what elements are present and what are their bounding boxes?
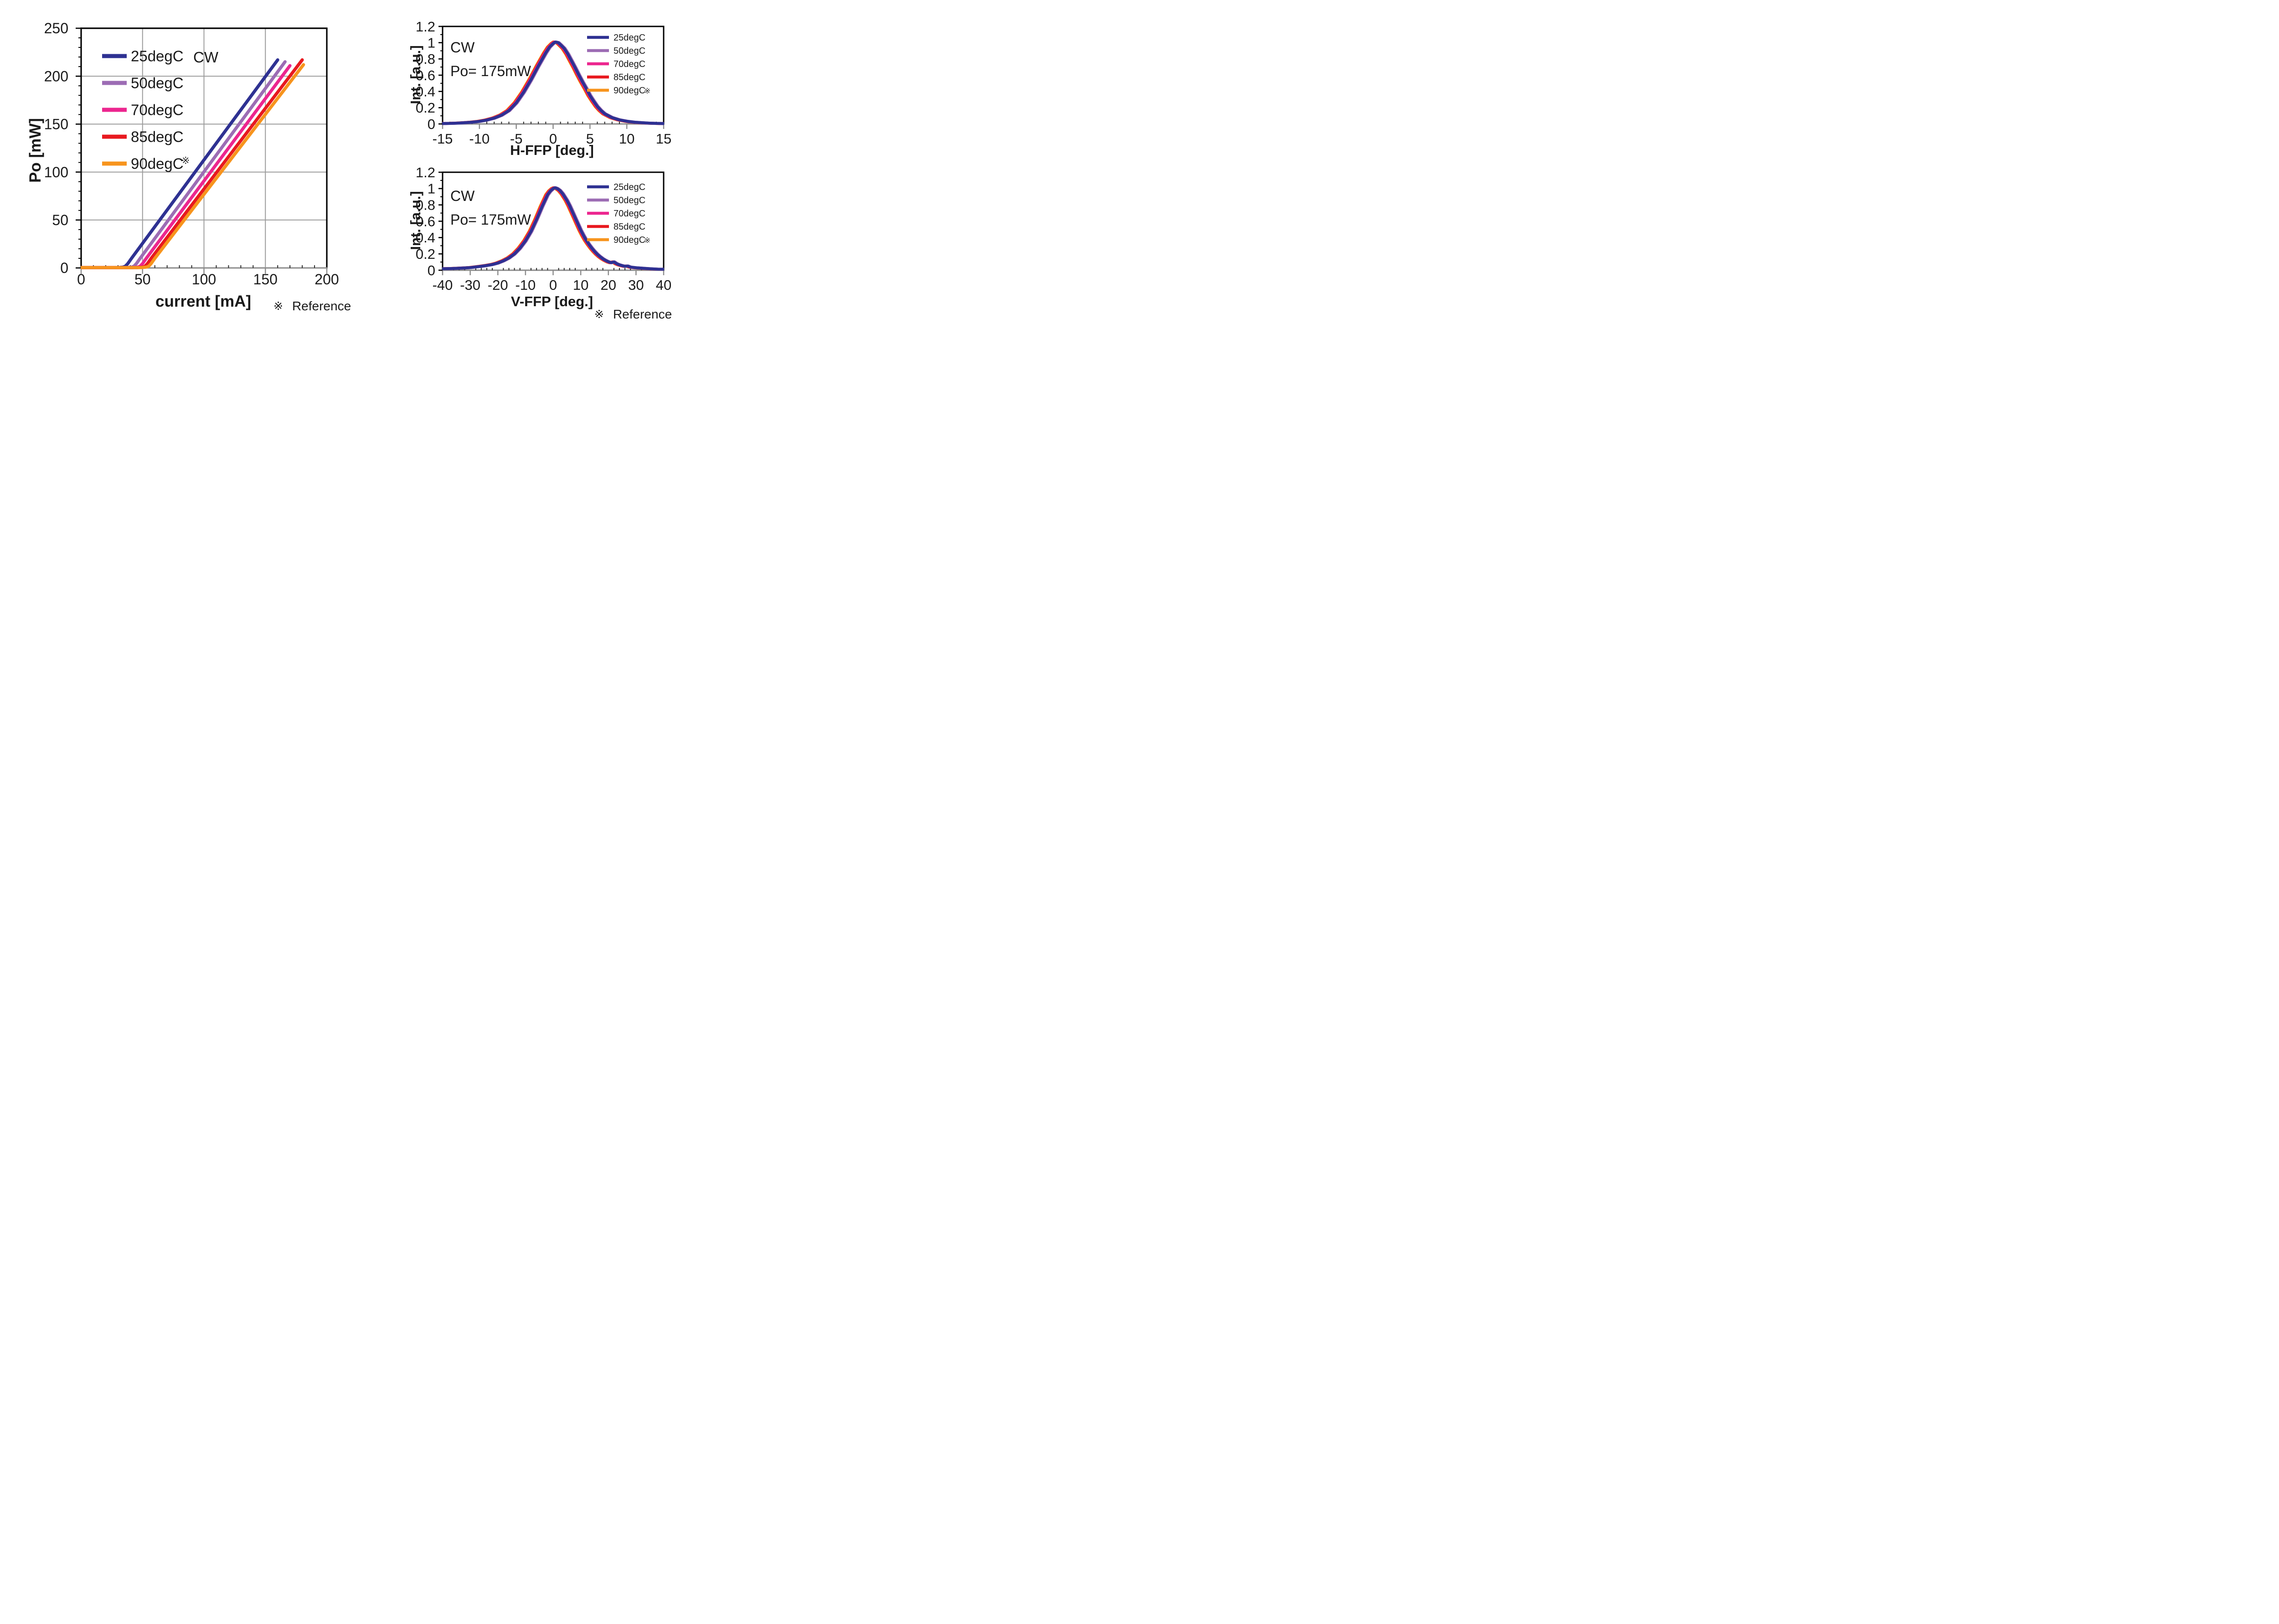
x-tick-label: 50 xyxy=(134,271,151,288)
legend-label-90degC: 90degC xyxy=(614,86,645,96)
hffp-po-annotation: Po= 175mW xyxy=(450,63,531,79)
legend-label-50degC: 50degC xyxy=(614,195,645,206)
li-series-50degC xyxy=(81,60,287,269)
legend-label-70degC: 70degC xyxy=(131,102,184,118)
hffp-series-70degC xyxy=(442,40,664,125)
x-tick-label: -10 xyxy=(515,277,536,293)
x-tick-label: -15 xyxy=(433,131,453,147)
x-tick-label: 200 xyxy=(315,271,339,288)
li-series-group xyxy=(81,58,305,269)
legend-label-50degC: 50degC xyxy=(614,46,645,56)
x-tick-label: 10 xyxy=(573,277,588,293)
legend-label-25degC: 25degC xyxy=(614,182,645,192)
footnote-left-text: Reference xyxy=(292,299,351,313)
legend-label-85degC: 85degC xyxy=(131,128,184,145)
y-tick-label: 100 xyxy=(44,164,68,180)
legend-label-70degC: 70degC xyxy=(614,59,645,69)
x-tick-label: 0 xyxy=(549,277,557,293)
legend-reference-mark-icon: ※ xyxy=(181,155,190,166)
x-tick-label: 15 xyxy=(656,131,671,147)
legend-label-90degC: 90degC xyxy=(131,155,184,172)
li-series-25degC xyxy=(81,58,279,269)
legend-reference-mark-icon: ※ xyxy=(644,87,650,95)
legend-label-50degC: 50degC xyxy=(131,75,184,92)
legend-label-25degC: 25degC xyxy=(131,48,184,65)
li-y-axis-title: Po [mW] xyxy=(26,118,44,183)
legend-label-85degC: 85degC xyxy=(614,222,645,232)
hffp-x-axis-title: H-FFP [deg.] xyxy=(510,142,594,158)
laser-characterization-figure: 0 50 100 150 200 0 50 100 150 200 250 25degC 50degC 7… xyxy=(0,0,684,325)
footnote-right-text: Reference xyxy=(613,307,672,321)
x-tick-label: -30 xyxy=(460,277,480,293)
legend-label-25degC: 25degC xyxy=(614,33,645,43)
li-svg: 0 50 100 150 200 0 50 100 150 200 250 25degC 50degC 7… xyxy=(44,20,339,288)
vffp-series-70degC xyxy=(442,186,664,271)
legend-label-70degC: 70degC xyxy=(614,209,645,219)
x-tick-label: 20 xyxy=(601,277,616,293)
x-tick-label: -20 xyxy=(488,277,508,293)
li-series-90degC xyxy=(81,63,305,269)
vffp-svg: -40 -30 -20 -10 0 10 20 30 4000.20.40.60.811.225… xyxy=(416,164,671,293)
reference-mark-icon: ※ xyxy=(273,300,283,313)
legend-label-90degC: 90degC xyxy=(614,235,645,245)
li-cw-annotation: CW xyxy=(193,49,218,66)
x-tick-label: 0 xyxy=(77,271,85,288)
y-tick-label: 50 xyxy=(52,212,68,228)
hffp-cw-annotation: CW xyxy=(450,39,475,56)
li-series-70degC xyxy=(81,64,292,269)
y-tick-label: 1 xyxy=(428,181,435,197)
hffp-svg: -15 -10 -5 0 5 10 1500.20.40.60.811.225degC50d… xyxy=(416,19,671,147)
hffp-y-axis-title: Int. [a.u.] xyxy=(407,45,423,104)
reference-mark-icon: ※ xyxy=(594,308,604,321)
x-tick-label: 40 xyxy=(656,277,671,293)
y-tick-label: 1 xyxy=(428,35,435,51)
footnote-left: ※ Reference xyxy=(273,299,351,313)
y-tick-label: 150 xyxy=(44,116,68,133)
hffp-series-50degC xyxy=(442,40,664,125)
legend-reference-mark-icon: ※ xyxy=(644,236,650,245)
x-tick-label: 100 xyxy=(192,271,216,288)
vffp-po-annotation: Po= 175mW xyxy=(450,211,531,228)
y-tick-label: 250 xyxy=(44,20,68,36)
vffp-x-axis-title: V-FFP [deg.] xyxy=(510,293,593,309)
vffp-series-50degC xyxy=(442,186,664,271)
vffp-cw-annotation: CW xyxy=(450,188,475,204)
vffp-series-25degC xyxy=(442,186,664,271)
y-tick-label: 0 xyxy=(428,262,435,278)
x-tick-label: -40 xyxy=(433,277,453,293)
y-tick-label: 0 xyxy=(428,116,435,132)
hffp-series-25degC xyxy=(442,40,664,125)
y-tick-label: 0 xyxy=(60,260,68,276)
x-tick-label: 150 xyxy=(253,271,278,288)
vffp-y-axis-title: Int. [a.u.] xyxy=(407,191,423,250)
y-tick-label: 200 xyxy=(44,68,68,84)
legend-label-85degC: 85degC xyxy=(614,72,645,82)
li-series-85degC xyxy=(81,58,304,269)
footnote-right: ※ Reference xyxy=(594,307,672,322)
x-tick-label: 30 xyxy=(628,277,644,293)
li-x-axis-title: current [mA] xyxy=(155,293,252,310)
